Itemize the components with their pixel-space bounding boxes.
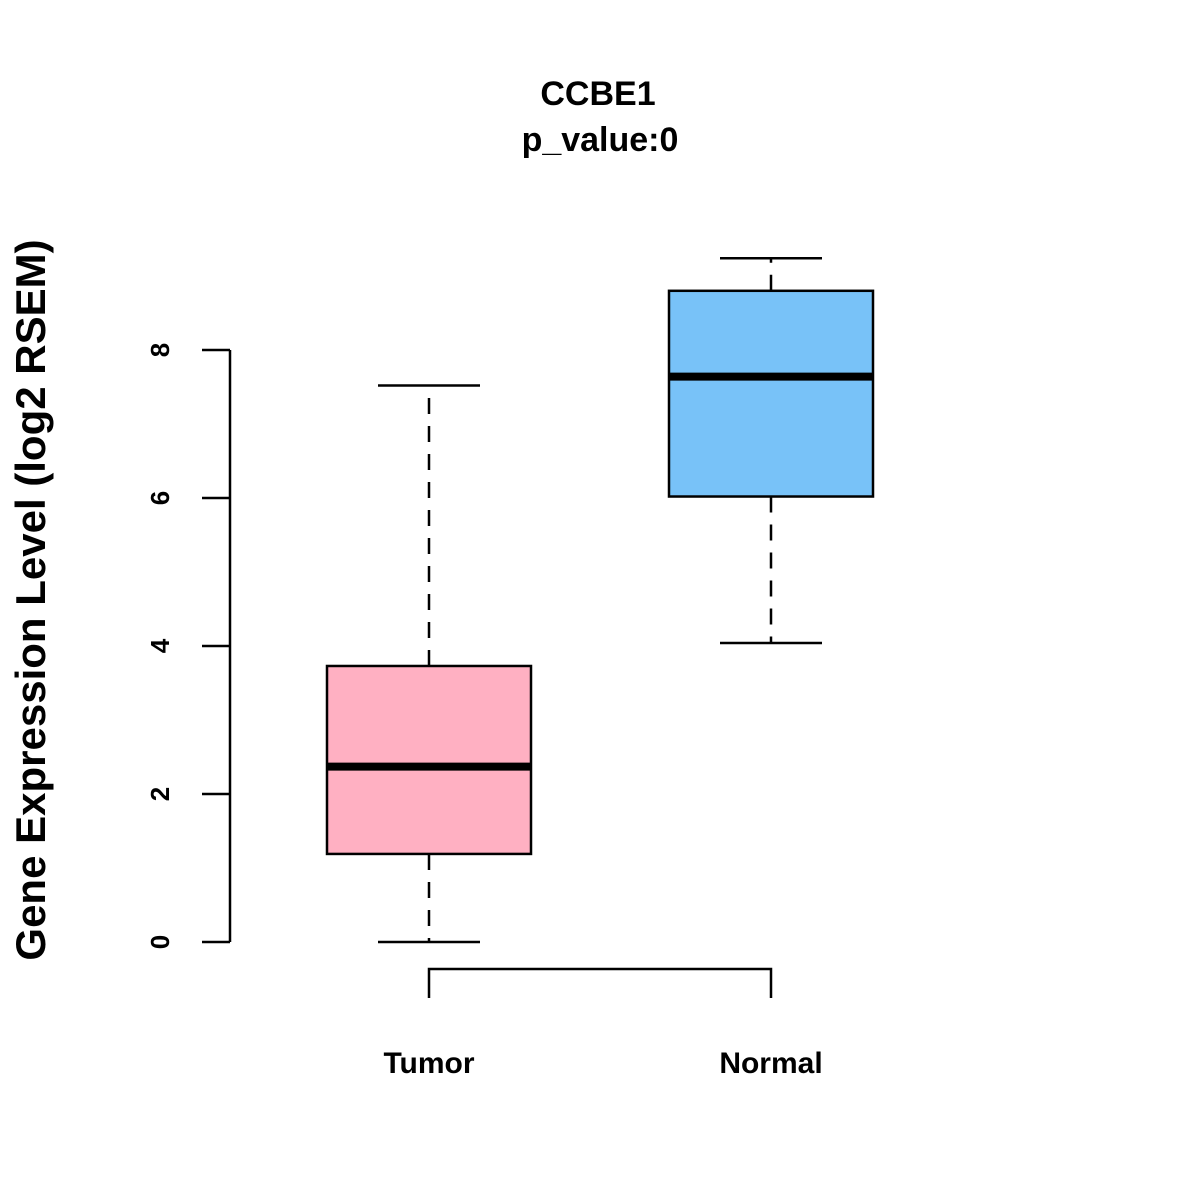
iqr-box xyxy=(667,289,875,498)
x-category-labels: Tumor Normal xyxy=(383,1047,822,1080)
chart-subtitle: p_value:0 xyxy=(522,121,679,159)
y-axis-label: Gene Expression Level (log2 RSEM) xyxy=(7,239,54,960)
y-tick-label: 2 xyxy=(145,787,175,801)
chart-title: CCBE1 xyxy=(540,75,655,113)
box-normal xyxy=(667,256,875,645)
x-category-label-tumor: Tumor xyxy=(383,1047,474,1080)
box-series xyxy=(325,256,875,944)
y-tick-label: 4 xyxy=(145,638,175,653)
y-tick-label: 0 xyxy=(145,935,175,949)
y-axis: 0 2 4 6 8 xyxy=(145,343,232,949)
bracket-line xyxy=(427,967,773,998)
box-tumor xyxy=(325,384,533,944)
y-tick-label: 8 xyxy=(145,343,175,357)
iqr-box xyxy=(325,664,533,856)
comparison-bracket xyxy=(427,967,773,998)
x-category-label-normal: Normal xyxy=(719,1047,822,1080)
y-tick-label: 6 xyxy=(145,491,175,505)
